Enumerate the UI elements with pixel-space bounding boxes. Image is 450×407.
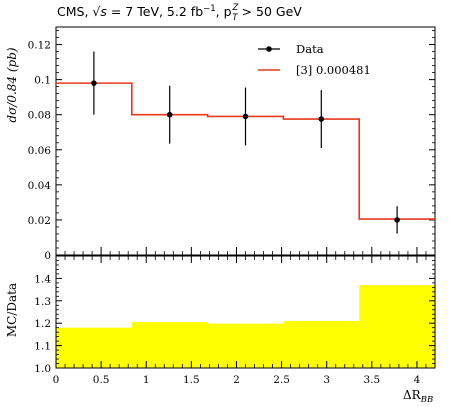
data-point bbox=[242, 113, 249, 120]
data-points bbox=[91, 51, 400, 234]
ratio-x-tick-label: 3 bbox=[323, 374, 330, 386]
ratio-y-axis-label: MC/Data bbox=[5, 283, 19, 337]
ratio-x-tick-label: 4 bbox=[414, 374, 421, 386]
ratio-band-bin bbox=[283, 320, 360, 368]
main-plot-panel: 0 0.02 0.04 0.06 0.08 0.1 0.12 Data [3] 0.0004… bbox=[5, 26, 436, 262]
ratio-x-tick-label: 0.5 bbox=[93, 374, 110, 386]
legend-data-marker bbox=[266, 46, 272, 52]
ratio-y-ticks: 1.0 1.1 1.2 1.3 1.4 bbox=[34, 260, 435, 375]
main-y-tick-label: 0.1 bbox=[34, 75, 51, 87]
ratio-x-ticks: 0 0.5 1 1.5 2 2.5 3 3.5 4 bbox=[53, 256, 436, 386]
main-y-axis-label: dσ/0.84 (pb) bbox=[5, 47, 19, 122]
plot-title: CMS, √s = 7 TeV, 5.2 fb−1, pZ T > 50 GeV bbox=[57, 3, 302, 23]
main-y-tick-label: 0.02 bbox=[28, 215, 51, 227]
ratio-plot-panel: 1.0 1.1 1.2 1.3 1.4 0 0.5 1 1.5 2 2.5 3 3.5 4 MC/Dat… bbox=[5, 255, 436, 405]
legend-model-label: [3] 0.000481 bbox=[296, 63, 371, 77]
ratio-band-bin bbox=[207, 323, 284, 368]
ratio-band-bin bbox=[131, 322, 208, 368]
main-y-tick-label: 0.06 bbox=[28, 145, 52, 157]
main-x-ticks bbox=[55, 247, 436, 255]
data-point bbox=[318, 116, 325, 122]
ratio-x-tick-label: 3.5 bbox=[363, 374, 380, 386]
ratio-x-tick-label: 2.5 bbox=[273, 374, 290, 386]
ratio-x-tick-label: 1.5 bbox=[183, 374, 200, 386]
main-y-ticks: 0 0.02 0.04 0.06 0.08 0.1 0.12 bbox=[28, 30, 435, 262]
x-axis-label: ΔRBB bbox=[403, 388, 433, 405]
ratio-x-tick-label: 1 bbox=[143, 374, 150, 386]
ratio-x-tick-label: 0 bbox=[53, 374, 60, 386]
main-y-tick-label: 0.08 bbox=[28, 110, 51, 122]
ratio-y-tick-label: 1.1 bbox=[34, 341, 51, 353]
ratio-y-tick-label: 1.0 bbox=[34, 363, 51, 375]
data-point bbox=[394, 217, 400, 223]
ratio-y-tick-label: 1.4 bbox=[34, 273, 51, 285]
ratio-band-bin bbox=[359, 285, 435, 368]
ratio-y-tick-label: 1.3 bbox=[34, 296, 51, 308]
main-y-tick-label: 0.12 bbox=[28, 40, 51, 52]
legend-data-label: Data bbox=[296, 42, 324, 56]
ratio-x-tick-label: 2 bbox=[233, 374, 240, 386]
legend: Data [3] 0.000481 bbox=[258, 42, 371, 77]
data-point bbox=[91, 80, 97, 86]
ratio-y-tick-label: 1.2 bbox=[34, 318, 51, 330]
ratio-band bbox=[56, 285, 435, 368]
data-point bbox=[166, 111, 173, 118]
ratio-band-bin bbox=[56, 327, 132, 368]
main-y-tick-label: 0.04 bbox=[28, 180, 52, 192]
main-y-tick-label: 0 bbox=[44, 250, 51, 262]
